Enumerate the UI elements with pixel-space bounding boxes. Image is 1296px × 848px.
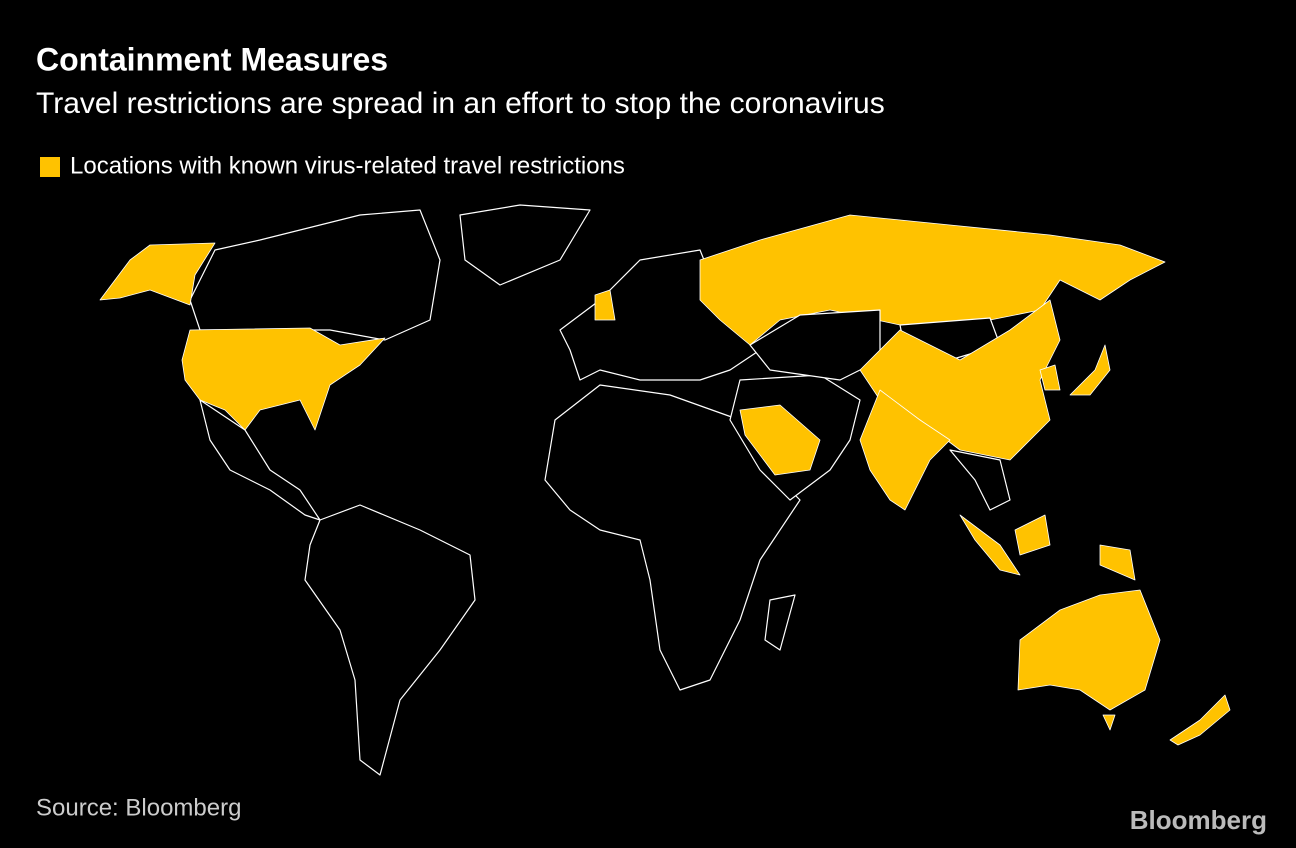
japan bbox=[1069, 344, 1111, 396]
india bbox=[859, 389, 951, 511]
alaska bbox=[99, 242, 216, 306]
title: Containment Measures bbox=[36, 41, 388, 77]
south-america bbox=[304, 504, 476, 776]
southeast-asia bbox=[949, 449, 1011, 511]
greenland bbox=[459, 204, 591, 286]
subtitle: Travel restrictions are spread in an eff… bbox=[36, 87, 885, 120]
africa bbox=[544, 384, 801, 691]
tasmania bbox=[1102, 714, 1116, 731]
new-zealand bbox=[1169, 694, 1231, 746]
borneo bbox=[1014, 514, 1051, 556]
canada bbox=[189, 209, 441, 341]
saudi-arabia bbox=[739, 404, 821, 476]
korea bbox=[1039, 364, 1061, 391]
madagascar bbox=[764, 594, 796, 651]
sumatra bbox=[959, 514, 1021, 576]
legend-swatch bbox=[40, 157, 60, 177]
usa bbox=[181, 327, 386, 431]
source: Source: Bloomberg bbox=[36, 794, 241, 821]
central-america bbox=[199, 399, 321, 521]
logo: Bloomberg bbox=[1130, 805, 1267, 835]
world-map bbox=[99, 204, 1231, 776]
australia bbox=[1017, 589, 1161, 711]
new-guinea bbox=[1099, 544, 1136, 581]
uk bbox=[594, 289, 616, 321]
legend-label: Locations with known virus-related trave… bbox=[70, 152, 625, 179]
